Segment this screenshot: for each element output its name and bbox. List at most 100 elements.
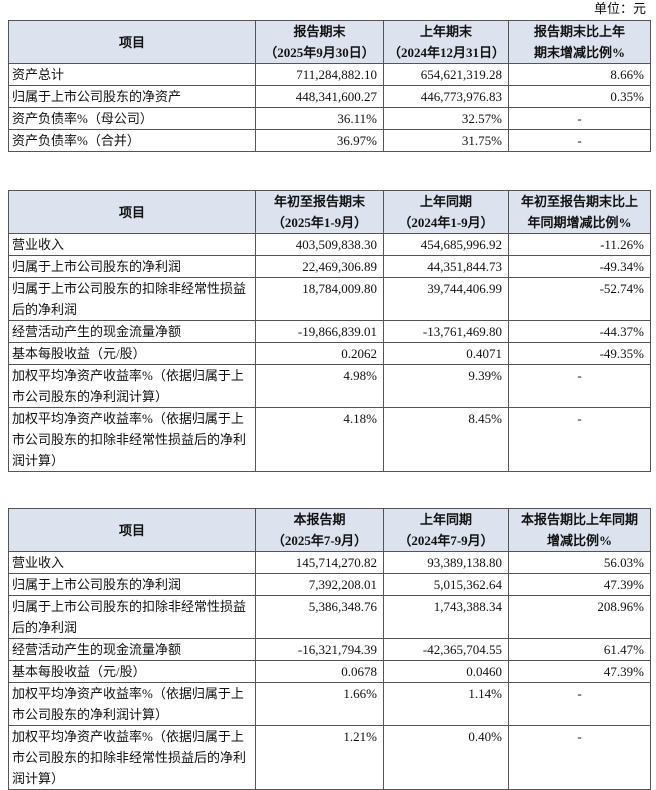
header-cell: 项目 — [8, 190, 256, 234]
row-label: 资产总计 — [8, 63, 256, 86]
header-line: 项目 — [118, 34, 145, 50]
header-cell: 项目 — [8, 508, 256, 552]
header-cell: 报告期末比上年 期末增减比例% — [508, 20, 651, 64]
cell-value: 44,351,844.73 — [383, 255, 509, 278]
cell-value: 711,284,882.10 — [255, 63, 384, 86]
cell-value: 1.14% — [383, 682, 509, 726]
cell-value: -49.34% — [508, 255, 651, 278]
cell-value: 446,773,976.83 — [383, 85, 509, 108]
cell-value: 36.97% — [255, 129, 384, 152]
row-label: 营业收入 — [8, 233, 256, 256]
cell-value: - — [508, 129, 651, 152]
unit-label: 单位：元 — [593, 1, 646, 16]
cell-value: -52.74% — [508, 277, 651, 321]
cell-value: 47.39% — [508, 573, 651, 596]
row-label: 归属于上市公司股东的扣除非经常性损益后的净利润 — [8, 595, 256, 639]
header-line: 报告期末比上年 — [533, 24, 625, 39]
body-row: 资产负债率%（母公司） 36.11% 32.57% - — [8, 107, 651, 130]
header-row: 项目 本报告期 （2025年7-9月） 上年同期 （2024年7-9月） 本报告期比上年同… — [8, 508, 651, 552]
cell-value: 403,509,838.30 — [255, 233, 384, 256]
header-line: 项目 — [118, 522, 145, 538]
cell-value: 47.39% — [508, 660, 651, 683]
header-cell: 项目 — [8, 20, 256, 64]
row-label: 加权平均净资产收益率%（依据归属于上市公司股东的净利润计算） — [8, 364, 256, 408]
header-line: 上年同期 — [419, 512, 472, 527]
header-line: 项目 — [118, 204, 145, 220]
body-row: 归属于上市公司股东的净资产 448,341,600.27 446,773,976.8… — [8, 85, 651, 108]
row-label: 加权平均净资产收益率%（依据归属于上市公司股东的净利润计算） — [8, 682, 256, 726]
body-row: 归属于上市公司股东的净利润 22,469,306.89 44,351,844.73-… — [8, 255, 651, 278]
row-label: 加权平均净资产收益率%（依据归属于上市公司股东的扣除非经常性损益后的净利润计算） — [8, 725, 256, 790]
cell-value: -13,761,469.80 — [383, 320, 509, 343]
cell-value: - — [508, 364, 651, 408]
cell-value: 56.03% — [508, 551, 651, 574]
row-label: 经营活动产生的现金流量净额 — [8, 320, 256, 343]
cell-value: - — [508, 682, 651, 726]
body-row: 加权平均净资产收益率%（依据归属于上市公司股东的净利润计算） 4.98% 9.39%… — [8, 364, 651, 408]
cell-value: 32.57% — [383, 107, 509, 130]
cell-value: 454,685,996.92 — [383, 233, 509, 256]
cell-value: 9.39% — [383, 364, 509, 408]
header-line: 上年期末 — [419, 24, 472, 39]
row-label: 归属于上市公司股东的净资产 — [8, 85, 256, 108]
row-label: 基本每股收益（元/股） — [8, 660, 256, 683]
header-line: 增减比例% — [546, 533, 612, 548]
cell-value: 0.0678 — [255, 660, 384, 683]
body-row: 基本每股收益（元/股） 0.2062 0.4071 -49.35% — [8, 342, 651, 365]
cell-value: -44.37% — [508, 320, 651, 343]
data-table: 项目 报告期末 （2025年9月30日） 上年期末 （2024年12月31日） 报告期末比… — [8, 20, 651, 152]
cell-value: 4.98% — [255, 364, 384, 408]
header-line: （2024年12月31日） — [388, 45, 506, 60]
header-line: （2025年7-9月） — [271, 533, 368, 548]
cell-value: 31.75% — [383, 129, 509, 152]
header-line: 年同期增减比例% — [527, 215, 632, 230]
header-cell: 年初至报告期末 （2025年1-9月） — [255, 190, 384, 234]
body-row: 加权平均净资产收益率%（依据归属于上市公司股东的扣除非经常性损益后的净利润计算）… — [8, 725, 651, 790]
header-cell: 年初至报告期末比上 年同期增减比例% — [508, 190, 651, 234]
header-cell: 本报告期 （2025年7-9月） — [255, 508, 384, 552]
header-cell: 上年同期 （2024年1-9月） — [383, 190, 509, 234]
header-cell: 上年同期 （2024年7-9月） — [383, 508, 509, 552]
cell-value: 0.40% — [383, 725, 509, 790]
header-line: （2024年7-9月） — [398, 533, 494, 548]
cell-value: -42,365,704.55 — [383, 638, 509, 661]
header-line: 上年同期 — [419, 194, 472, 209]
cell-value: 0.2062 — [255, 342, 384, 365]
cell-value: -49.35% — [508, 342, 651, 365]
header-line: （2025年1-9月） — [271, 215, 368, 230]
cell-value: 4.18% — [255, 407, 384, 472]
header-line: 年初至报告期末 — [273, 194, 365, 209]
header-line: 本报告期 — [293, 512, 346, 527]
table-wrap: 项目 本报告期 （2025年7-9月） 上年同期 （2024年7-9月） 本报告期比上年同… — [8, 508, 651, 790]
header-cell: 本报告期比上年同期 增减比例% — [508, 508, 651, 552]
table-wrap: 项目 报告期末 （2025年9月30日） 上年期末 （2024年12月31日） 报告期末比… — [8, 20, 651, 152]
cell-value: 0.35% — [508, 85, 651, 108]
cell-value: 93,389,138.80 — [383, 551, 509, 574]
body-row: 营业收入 145,714,270.82 93,389,138.80 56.03% — [8, 551, 651, 574]
body-row: 资产总计 711,284,882.10 654,621,319.28 8.66% — [8, 63, 651, 86]
cell-value: 654,621,319.28 — [383, 63, 509, 86]
header-cell: 报告期末 （2025年9月30日） — [255, 20, 384, 64]
cell-value: -11.26% — [508, 233, 651, 256]
row-label: 经营活动产生的现金流量净额 — [8, 638, 256, 661]
cell-value: 36.11% — [255, 107, 384, 130]
cell-value: 0.4071 — [383, 342, 509, 365]
cell-value: - — [508, 725, 651, 790]
row-label: 基本每股收益（元/股） — [8, 342, 256, 365]
body-row: 归属于上市公司股东的净利润 7,392,208.01 5,015,362.64 47.… — [8, 573, 651, 596]
table-wrap: 项目 年初至报告期末 （2025年1-9月） 上年同期 （2024年1-9月） 年初至报告… — [8, 190, 651, 472]
row-label: 资产负债率%（合并） — [8, 129, 256, 152]
cell-value: -16,321,794.39 — [255, 638, 384, 661]
header-line: 报告期末 — [293, 24, 346, 39]
cell-value: -19,866,839.01 — [255, 320, 384, 343]
row-label: 归属于上市公司股东的净利润 — [8, 255, 256, 278]
cell-value: - — [508, 107, 651, 130]
header-line: （2025年9月30日） — [264, 45, 375, 60]
cell-value: 18,784,009.80 — [255, 277, 384, 321]
body-row: 归属于上市公司股东的扣除非经常性损益后的净利润 18,784,009.80 39,7… — [8, 277, 651, 321]
header-line: 年初至报告期末比上 — [520, 194, 638, 209]
cell-value: 8.66% — [508, 63, 651, 86]
cell-value: 1.66% — [255, 682, 384, 726]
header-line: 期末增减比例% — [533, 45, 625, 60]
header-line: 本报告期比上年同期 — [520, 512, 638, 527]
